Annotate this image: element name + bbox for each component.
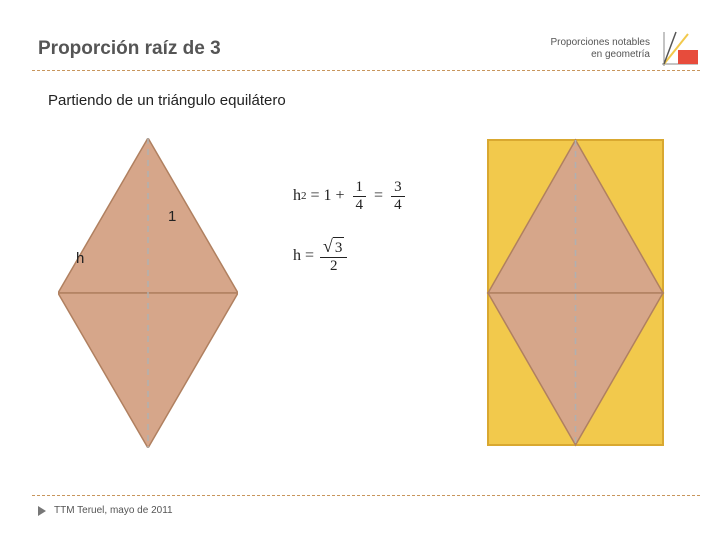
eq1-frac1-num: 1	[353, 179, 367, 197]
content-area: 1 h h2 = 1 + 1 4 = 3 4 h = √ 3	[48, 138, 690, 480]
eq1-sup: 2	[301, 190, 307, 202]
sqrt3-rectangle-figure	[478, 138, 678, 448]
slide-header: Proporción raíz de 3 Proporciones notabl…	[38, 28, 700, 70]
footer-text: TTM Teruel, mayo de 2011	[54, 505, 173, 516]
tagline-line1: Proporciones notables	[550, 37, 650, 49]
eq1-frac2-num: 3	[391, 179, 405, 197]
eq1-frac2: 3 4	[391, 179, 405, 213]
divider-bottom	[32, 495, 700, 496]
equations-block: h2 = 1 + 1 4 = 3 4 h = √ 3 2	[293, 178, 473, 298]
eq1-frac2-den: 4	[391, 197, 405, 214]
footer: TTM Teruel, mayo de 2011	[38, 505, 173, 516]
tagline-line2: en geometría	[550, 49, 650, 61]
eq2-sqrt-body: 3	[333, 237, 345, 257]
eq1-frac1: 1 4	[353, 179, 367, 213]
equation-1: h2 = 1 + 1 4 = 3 4	[293, 178, 473, 214]
eq1-frac1-den: 4	[353, 197, 367, 214]
equation-2: h = √ 3 2	[293, 238, 473, 274]
header-right: Proporciones notables en geometría	[550, 30, 700, 68]
tagline: Proporciones notables en geometría	[550, 37, 650, 61]
sqrt-sign-icon: √	[323, 237, 333, 257]
eq1-mid: =	[374, 187, 383, 205]
sqrt-wrap: √ 3	[323, 237, 344, 257]
eq2-den: 2	[327, 258, 341, 275]
label-height-h: h	[76, 250, 84, 267]
eq1-eq: = 1 +	[311, 187, 345, 205]
rhombus-figure	[58, 138, 238, 448]
divider-top	[32, 70, 700, 71]
subtitle: Partiendo de un triángulo equilátero	[48, 92, 286, 109]
logo-icon	[658, 30, 700, 68]
eq2-num: √ 3	[320, 237, 347, 258]
eq1-lhs: h	[293, 187, 301, 205]
eq2-frac: √ 3 2	[320, 237, 347, 274]
eq2-lhs: h =	[293, 247, 314, 265]
label-side-one: 1	[168, 208, 176, 225]
footer-marker-icon	[38, 506, 46, 516]
slide-title: Proporción raíz de 3	[38, 38, 221, 60]
